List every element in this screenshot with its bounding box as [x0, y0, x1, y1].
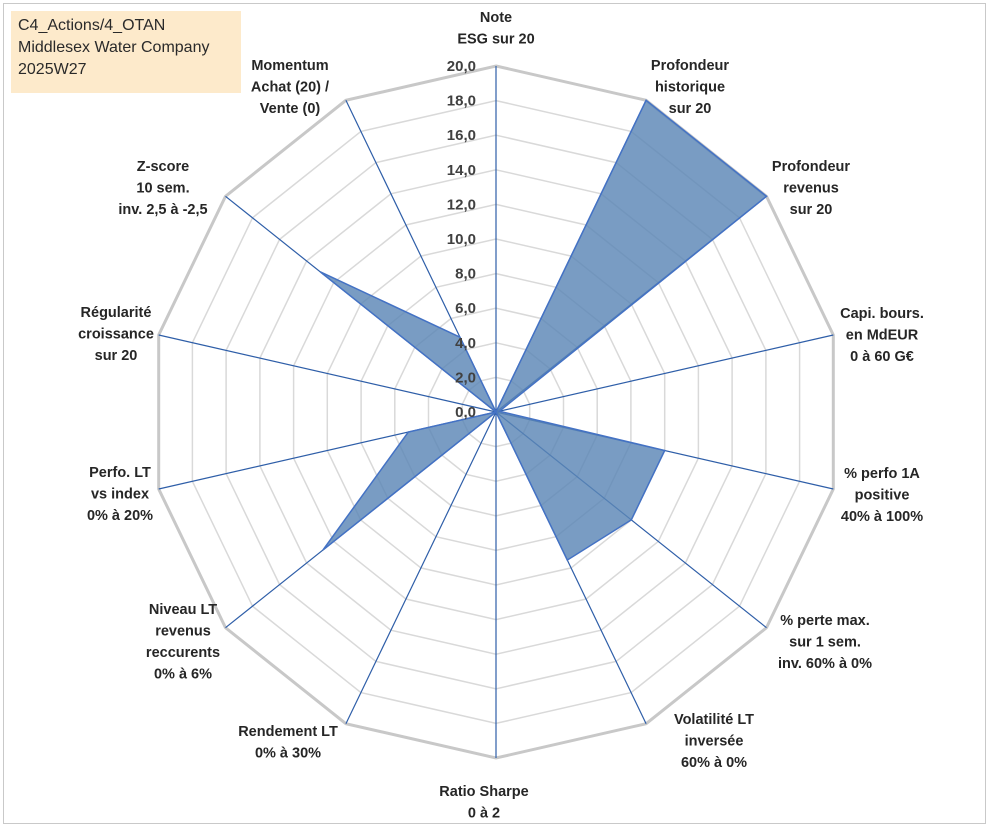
tick-label: 6,0 [455, 300, 476, 317]
title-line-week: 2025W27 [18, 61, 87, 78]
radar-series [319, 99, 768, 562]
tick-label: 10,0 [447, 231, 476, 248]
tick-label: 2,0 [455, 369, 476, 386]
axis-label: Note ESG sur 20 [457, 10, 534, 48]
axis-label: Volatilité LT inversée 60% à 0% [674, 712, 754, 771]
axis-label: Z-score 10 sem. inv. 2,5 à -2,5 [118, 159, 207, 218]
axis-label: Capi. bours. en MdEUR 0 à 60 G€ [840, 306, 924, 365]
tick-label: 12,0 [447, 196, 476, 213]
axis-spoke [495, 334, 834, 413]
series-area [319, 99, 768, 562]
tick-label: 14,0 [447, 162, 476, 179]
title-line-series: C4_Actions/4_OTAN [18, 17, 166, 34]
tick-label: 18,0 [447, 93, 476, 110]
axis-label: Rendement LT 0% à 30% [238, 724, 338, 762]
tick-label: 8,0 [455, 266, 476, 283]
radar-axis-labels: Note ESG sur 20 Profondeur historique sur 20… [78, 10, 924, 822]
axis-label: % perte max. sur 1 sem. inv. 60% à 0% [778, 613, 872, 672]
axis-label: % perfo 1A positive 40% à 100% [841, 466, 923, 525]
tick-label: 0,0 [455, 404, 476, 421]
axis-label: Ratio Sharpe 0 à 2 [439, 784, 528, 822]
axis-label: Niveau LT revenus reccurents 0% à 6% [146, 602, 220, 683]
axis-label: Profondeur historique sur 20 [651, 58, 729, 117]
axis-label: Momentum Achat (20) / Vente (0) [251, 58, 329, 117]
tick-label: 20,0 [447, 58, 476, 75]
axis-spoke [345, 411, 497, 724]
axis-label: Profondeur revenus sur 20 [772, 159, 850, 218]
title-line-company: Middlesex Water Company [18, 39, 210, 56]
axis-label: Perfo. LT vs index 0% à 20% [87, 465, 153, 524]
axis-label: Régularité croissance sur 20 [78, 305, 154, 364]
axis-spoke [158, 334, 497, 413]
tick-label: 16,0 [447, 127, 476, 144]
tick-label: 4,0 [455, 335, 476, 352]
chart-title-box: C4_Actions/4_OTAN Middlesex Water Compan… [11, 11, 241, 93]
radar-tick-labels: 0,0 2,0 4,0 6,0 8,0 10,0 12,0 14,0 16,0 18,0 20,0 [447, 58, 476, 421]
